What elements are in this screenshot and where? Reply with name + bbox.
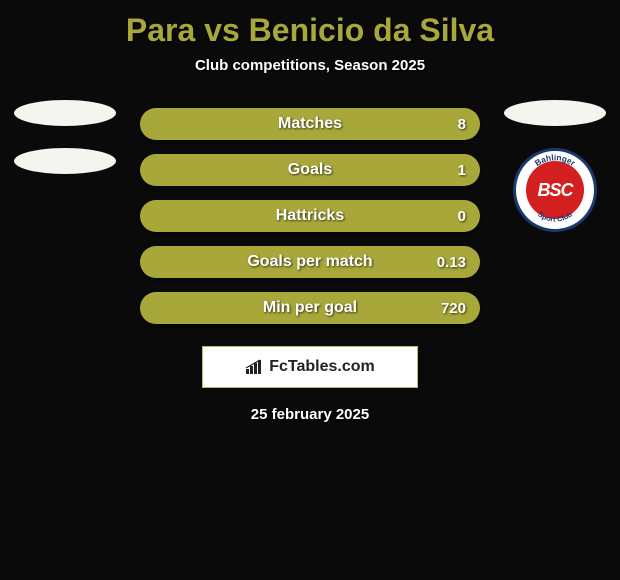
stat-value-right: 1	[458, 162, 466, 179]
brand-badge[interactable]: FcTables.com	[202, 346, 418, 388]
stat-bar-matches: Matches 8	[140, 108, 480, 140]
player-photo-placeholder	[14, 100, 116, 126]
footer-date: 25 february 2025	[0, 406, 620, 423]
stat-label: Goals per match	[247, 253, 372, 271]
svg-text:Sport Club: Sport Club	[536, 209, 574, 223]
stat-value-right: 8	[458, 116, 466, 133]
club-logo: Bahlinger Sport Club BSC	[513, 148, 597, 232]
stat-bar-goals: Goals 1	[140, 154, 480, 186]
club-logo-placeholder	[14, 148, 116, 174]
stat-label: Matches	[278, 115, 342, 133]
left-player-column	[10, 100, 120, 174]
stat-bars: Matches 8 Goals 1 Hattricks 0 Goals per …	[140, 108, 480, 324]
page-subtitle: Club competitions, Season 2025	[0, 57, 620, 74]
stat-value-right: 0.13	[437, 254, 466, 271]
stat-value-right: 720	[441, 300, 466, 317]
stat-label: Hattricks	[276, 207, 344, 225]
comparison-content: Bahlinger Sport Club BSC Matches 8 Goals…	[0, 108, 620, 423]
svg-text:Bahlinger: Bahlinger	[533, 152, 578, 168]
stat-bar-hattricks: Hattricks 0	[140, 200, 480, 232]
stat-value-right: 0	[458, 208, 466, 225]
stat-label: Min per goal	[263, 299, 357, 317]
club-logo-arc-text: Bahlinger Sport Club	[516, 151, 594, 229]
stat-label: Goals	[288, 161, 332, 179]
player-photo-placeholder	[504, 100, 606, 126]
right-player-column: Bahlinger Sport Club BSC	[500, 100, 610, 232]
bar-chart-icon	[245, 359, 265, 375]
page-title: Para vs Benicio da Silva	[0, 0, 620, 49]
stat-bar-goals-per-match: Goals per match 0.13	[140, 246, 480, 278]
stat-bar-min-per-goal: Min per goal 720	[140, 292, 480, 324]
brand-text: FcTables.com	[269, 358, 375, 376]
